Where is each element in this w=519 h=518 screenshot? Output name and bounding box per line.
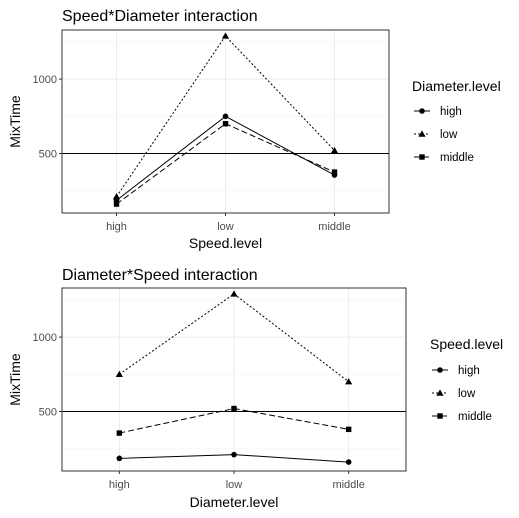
- y-tick-label: 500: [39, 148, 57, 160]
- x-axis-title: Speed.level: [189, 235, 262, 251]
- y-tick-label: 500: [39, 406, 57, 418]
- chart-title: Speed*Diameter interaction: [62, 8, 258, 25]
- y-tick-label: 1000: [33, 332, 57, 344]
- legend-key-marker-high: [437, 367, 443, 373]
- chart-2: 500 1000 high low middle Diameter*Speed inter…: [7, 267, 503, 510]
- legend-label-low: low: [440, 129, 458, 141]
- x-axis-title: Diameter.level: [190, 494, 279, 510]
- y-axis-title: MixTime: [7, 95, 23, 148]
- x-tick-label: middle: [332, 479, 364, 491]
- data-point-middle-low: [231, 406, 236, 411]
- legend-key-marker-middle: [419, 154, 424, 159]
- y-tick-label: 1000: [33, 74, 57, 86]
- legend-title: Diameter.level: [412, 78, 501, 94]
- y-axis-title: MixTime: [7, 353, 23, 406]
- legend-title: Speed.level: [430, 336, 503, 352]
- x-tick-label: high: [109, 479, 130, 491]
- legend-label-middle: middle: [458, 411, 492, 423]
- data-point-middle-low: [223, 121, 228, 126]
- legend-label-low: low: [458, 388, 476, 400]
- legend: Diameter.level high low middle: [412, 78, 501, 164]
- chart-title: Diameter*Speed interaction: [62, 267, 258, 284]
- legend-label-high: high: [458, 365, 480, 377]
- legend-label-middle: middle: [440, 152, 474, 164]
- data-point-middle-middle: [346, 427, 351, 432]
- chart-1: 500 1000 high low middle Speed*Diameter inter…: [7, 8, 501, 251]
- data-point-middle-high: [114, 201, 119, 206]
- x-tick-label: low: [217, 221, 234, 233]
- data-point-high-low: [223, 113, 229, 119]
- data-point-middle-middle: [332, 169, 337, 174]
- legend-key-marker-high: [419, 108, 425, 114]
- x-tick-label: low: [226, 479, 243, 491]
- legend: Speed.level high low middle: [430, 336, 503, 423]
- x-tick-label: middle: [318, 221, 350, 233]
- legend-key-marker-middle: [437, 413, 442, 418]
- data-point-middle-high: [117, 430, 122, 435]
- data-point-high-low: [231, 452, 237, 458]
- legend-label-high: high: [440, 106, 462, 118]
- data-point-high-middle: [346, 459, 352, 465]
- data-point-high-high: [117, 456, 123, 462]
- x-tick-label: high: [106, 221, 127, 233]
